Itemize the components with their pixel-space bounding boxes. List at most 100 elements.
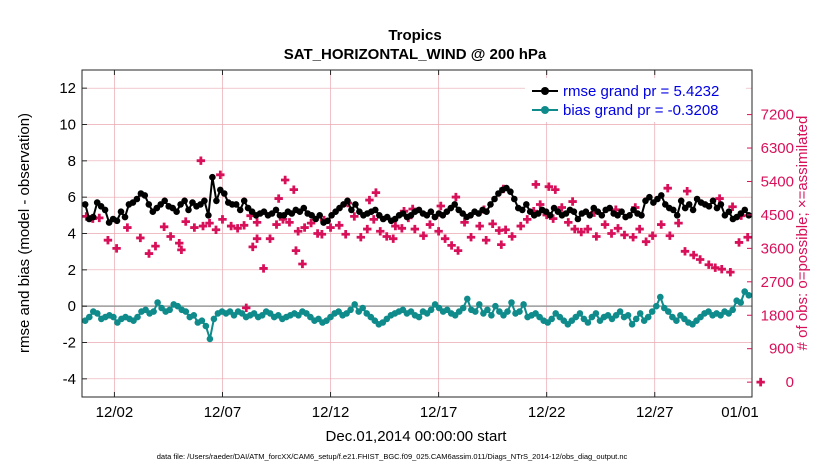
obs-marker	[341, 230, 350, 239]
rmse-point	[427, 208, 435, 215]
rmse-point	[141, 192, 149, 199]
obs-marker	[548, 214, 558, 223]
right-axis-label: # of obs: o=possible; ×=assimilated	[794, 116, 811, 351]
rmse-point	[519, 206, 526, 214]
obs-marker	[425, 220, 435, 229]
obs-marker	[356, 233, 366, 242]
obs-marker	[289, 185, 299, 194]
obs-marker	[689, 250, 698, 260]
obs-marker	[272, 220, 281, 229]
bias-point	[628, 321, 636, 328]
right-tick-label: 7200	[761, 107, 794, 124]
legend-rmse-marker	[541, 87, 549, 95]
obs-marker	[657, 220, 666, 229]
obs-marker	[440, 234, 450, 243]
legend: rmse grand pr = 5.4232 bias grand pr = -…	[525, 78, 746, 122]
obs-marker	[613, 224, 623, 233]
rmse-point	[101, 206, 109, 214]
obs-marker	[300, 223, 309, 232]
obs-marker	[628, 233, 638, 242]
rmse-point	[646, 193, 653, 201]
rmse-point	[618, 208, 625, 215]
obs-marker	[453, 246, 463, 255]
obs-marker	[408, 204, 417, 214]
obs-marker	[391, 221, 400, 231]
obs-marker	[397, 224, 407, 233]
bias-point	[154, 299, 161, 306]
obs-marker	[551, 185, 560, 194]
obs-marker	[460, 218, 469, 227]
rmse-point	[638, 212, 645, 219]
left-tick-label: 10	[59, 117, 76, 134]
bias-point	[665, 308, 672, 315]
obs-marker	[607, 229, 616, 238]
obs-marker	[259, 264, 268, 273]
x-axis-ticks: 12/02 12/07 12/12 12/17 12/22 12/27 01/01	[96, 70, 759, 421]
rmse-point	[741, 206, 749, 214]
rmse-point	[121, 213, 129, 221]
obs-marker	[144, 249, 154, 258]
x-tick-label: 12/12	[312, 404, 350, 421]
right-tick-label: 0	[786, 374, 794, 391]
left-axis-ticks: -4 -2 0 2 4 6 8 10 12	[59, 80, 87, 388]
x-tick-label: 12/07	[204, 404, 242, 421]
obs-marker	[641, 237, 651, 246]
rmse-point	[717, 201, 725, 208]
obs-marker	[564, 218, 573, 227]
obs-marker	[600, 220, 610, 229]
rmse-point	[705, 203, 713, 210]
obs-marker	[252, 234, 262, 243]
obs-marker	[577, 227, 586, 237]
obs-marker	[159, 222, 169, 232]
bias-point	[504, 308, 511, 315]
x-tick-label: 12/27	[636, 404, 674, 421]
bias-point	[427, 306, 435, 314]
rmse-point	[483, 208, 490, 215]
right-tick-label: 1800	[761, 307, 794, 324]
obs-marker	[218, 215, 227, 224]
legend-bias-marker	[541, 106, 549, 114]
rmse-point	[232, 201, 240, 208]
obs-marker	[242, 303, 251, 313]
rmse-point	[272, 206, 280, 214]
bias-point	[150, 308, 157, 315]
obs-marker	[280, 175, 290, 185]
data-file-note: data file: /Users/raeder/DAI/ATM_forcXX/…	[157, 452, 628, 461]
obs-marker	[726, 267, 735, 277]
rmse-point	[213, 197, 220, 205]
right-tick-label: 2700	[761, 274, 794, 291]
obs-marker	[205, 218, 214, 228]
right-tick-label: 4500	[761, 207, 794, 224]
rmse-point	[236, 206, 244, 214]
rmse-point	[324, 217, 331, 225]
rmse-point	[209, 173, 216, 181]
obs-marker	[704, 260, 713, 269]
obs-marker	[516, 221, 525, 231]
bias-point	[464, 295, 471, 303]
rmse-point	[221, 190, 228, 197]
rmse-point	[161, 197, 168, 205]
obs-marker	[123, 223, 132, 232]
rmse-point	[89, 213, 97, 221]
obs-marker	[369, 215, 378, 224]
obs-marker	[611, 205, 621, 214]
rmse-point	[546, 212, 554, 219]
rmse-point	[117, 208, 125, 215]
x-axis-label: Dec.01,2014 00:00:00 start	[326, 428, 508, 445]
bias-point	[508, 299, 515, 306]
rmse-point	[81, 201, 89, 208]
bias-point	[134, 313, 141, 321]
bias-point	[584, 319, 592, 326]
bias-point	[484, 306, 491, 314]
chart-subtitle: SAT_HORIZONTAL_WIND @ 200 hPa	[284, 46, 547, 63]
bias-point	[166, 306, 173, 314]
x-tick-label: 12/02	[96, 404, 134, 421]
rmse-point	[348, 206, 355, 214]
obs-marker	[501, 225, 510, 234]
x-tick-label: 12/22	[528, 404, 566, 421]
obs-marker	[620, 230, 629, 240]
obs-marker	[196, 156, 206, 165]
obs-marker	[103, 235, 113, 245]
rmse-point	[201, 197, 208, 205]
obs-marker	[291, 246, 301, 255]
